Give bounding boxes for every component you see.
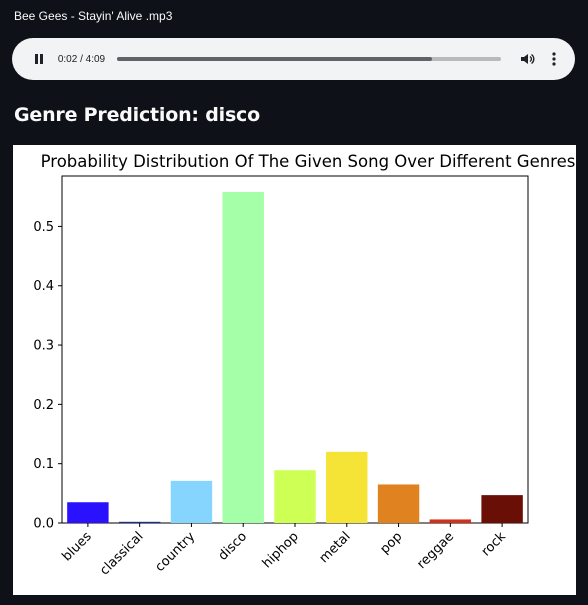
bar-country	[170, 480, 213, 523]
bar-pop	[377, 484, 420, 523]
more-options-button[interactable]	[545, 49, 563, 69]
x-tick-label-metal: metal	[317, 529, 354, 566]
bar-classical	[118, 521, 161, 523]
seek-progress	[117, 57, 433, 61]
y-tick-label: 0.4	[33, 279, 54, 294]
x-tick-label-reggae: reggae	[414, 529, 457, 572]
x-tick-label-pop: pop	[377, 529, 405, 557]
bar-rock	[481, 495, 523, 523]
y-tick-label: 0.5	[33, 220, 54, 235]
x-tick-label-hiphop: hiphop	[260, 529, 302, 571]
seek-bar[interactable]	[117, 57, 502, 61]
bar-disco	[222, 192, 264, 523]
x-tick-label-country: country	[153, 529, 199, 575]
chart-svg: Probability Distribution Of The Given So…	[33, 152, 576, 578]
more-vert-icon	[552, 52, 556, 66]
genre-prediction-heading: Genre Prediction: disco	[14, 104, 260, 126]
audio-file-name: Bee Gees - Stayin' Alive .mp3	[14, 9, 173, 23]
audio-player[interactable]: 0:02 / 4:09	[12, 38, 575, 80]
pause-icon	[34, 54, 43, 64]
genre-probability-chart: Probability Distribution Of The Given So…	[13, 145, 576, 595]
y-tick-label: 0.3	[33, 339, 54, 354]
x-tick-label-disco: disco	[216, 529, 250, 563]
y-tick-label: 0.1	[33, 457, 54, 472]
bar-hiphop	[274, 470, 316, 523]
bar-reggae	[429, 519, 472, 523]
y-tick-label: 0.2	[33, 398, 54, 413]
bar-metal	[326, 451, 368, 523]
y-tick-label: 0.0	[33, 517, 54, 532]
volume-button[interactable]	[517, 49, 537, 69]
chart-title: Probability Distribution Of The Given So…	[41, 152, 576, 171]
volume-icon	[521, 53, 535, 65]
x-tick-label-classical: classical	[97, 529, 146, 578]
x-tick-label-blues: blues	[59, 529, 94, 564]
bar-blues	[67, 502, 109, 523]
x-tick-label-rock: rock	[479, 529, 510, 560]
time-display: 0:02 / 4:09	[57, 53, 106, 65]
pause-button[interactable]	[28, 48, 50, 70]
